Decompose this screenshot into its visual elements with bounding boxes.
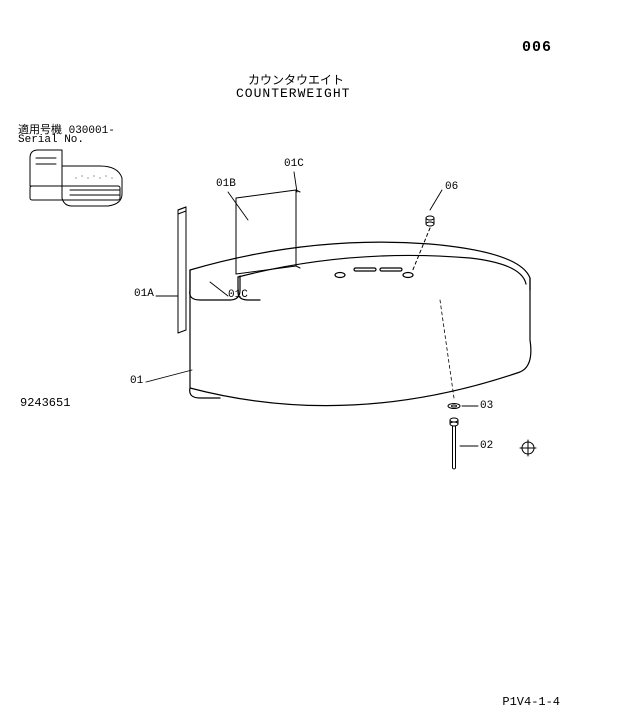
part-03 xyxy=(448,404,460,409)
part-01b xyxy=(236,190,296,274)
part-01a xyxy=(178,207,186,333)
counterweight-body xyxy=(190,242,531,405)
part-02 xyxy=(450,418,458,469)
diagram-svg xyxy=(0,0,620,724)
registration-mark xyxy=(520,440,536,456)
thumbnail-icon xyxy=(30,150,122,206)
